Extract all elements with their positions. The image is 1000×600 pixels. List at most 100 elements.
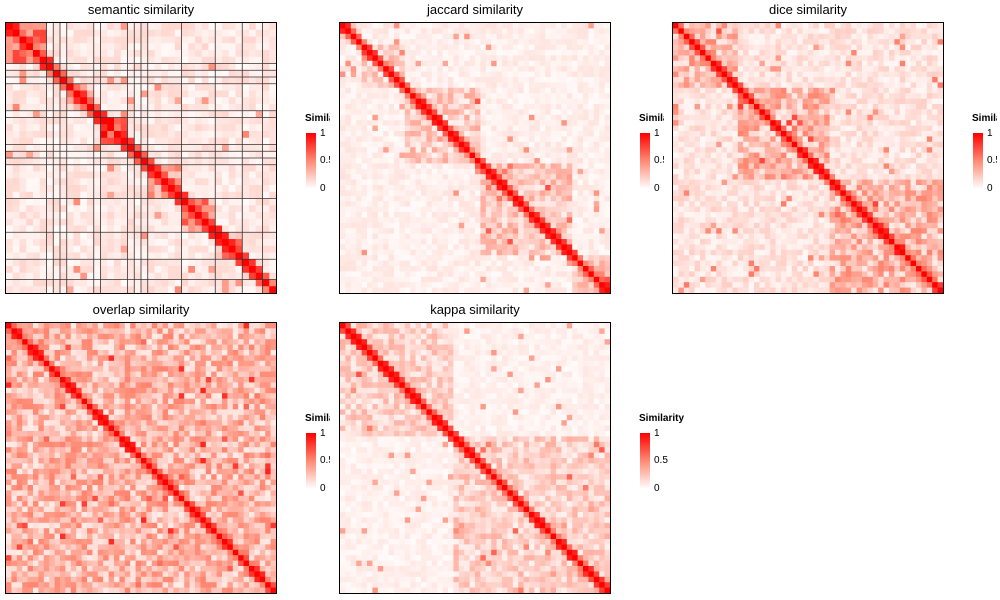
heatmap-cell bbox=[448, 87, 454, 94]
heatmap-cell bbox=[529, 82, 535, 89]
legend-color-bar bbox=[640, 133, 650, 189]
heatmap-cell bbox=[588, 125, 595, 132]
heatmap-cell bbox=[161, 144, 169, 152]
heatmap-cell bbox=[529, 282, 535, 288]
heatmap-cell bbox=[899, 77, 906, 83]
heatmap-cell bbox=[442, 228, 449, 234]
heatmap-cell bbox=[19, 56, 27, 64]
heatmap-cell bbox=[421, 222, 427, 229]
heatmap-cell bbox=[345, 158, 352, 164]
heatmap-cell bbox=[485, 249, 492, 256]
heatmap-cell bbox=[93, 29, 101, 37]
heatmap-cell bbox=[539, 282, 546, 288]
heatmap-cell bbox=[448, 163, 454, 170]
heatmap-cell bbox=[66, 232, 74, 240]
heatmap-cell bbox=[12, 212, 20, 220]
heatmap-cell bbox=[851, 98, 857, 105]
heatmap-cell bbox=[53, 56, 61, 64]
heatmap-cell bbox=[894, 66, 901, 72]
heatmap-cell bbox=[107, 239, 115, 247]
heatmap-cell bbox=[345, 152, 352, 159]
heatmap-cell bbox=[475, 60, 481, 67]
heatmap-cell bbox=[269, 90, 276, 98]
heatmap-cell bbox=[813, 28, 820, 35]
heatmap-cell bbox=[73, 90, 81, 98]
heatmap-cell bbox=[561, 141, 568, 148]
heatmap-cell bbox=[394, 233, 400, 240]
heatmap-cell bbox=[249, 29, 257, 37]
heatmap-cell bbox=[475, 23, 481, 29]
heatmap-cell bbox=[599, 136, 605, 143]
heatmap-cell bbox=[808, 60, 814, 67]
heatmap-cell bbox=[566, 244, 573, 251]
heatmap-cell bbox=[469, 206, 476, 213]
heatmap-cell bbox=[53, 272, 61, 280]
heatmap-cell bbox=[100, 205, 108, 213]
heatmap-cell bbox=[523, 158, 530, 164]
heatmap-cell bbox=[883, 55, 890, 62]
heatmap-cell bbox=[464, 120, 470, 126]
heatmap-cell bbox=[550, 239, 557, 245]
heatmap-cell bbox=[599, 60, 605, 67]
heatmap-cell bbox=[421, 71, 427, 78]
heatmap-cell bbox=[388, 228, 395, 234]
heatmap-cell bbox=[100, 212, 108, 220]
heatmap-cell bbox=[168, 56, 176, 64]
heatmap-cell bbox=[262, 36, 270, 44]
heatmap-cell bbox=[453, 136, 460, 143]
heatmap-cell bbox=[534, 60, 541, 67]
heatmap-cell bbox=[242, 272, 250, 280]
heatmap-cell bbox=[604, 163, 610, 170]
heatmap-cell bbox=[566, 50, 573, 56]
heatmap-cell bbox=[566, 206, 573, 213]
heatmap-cell bbox=[872, 87, 879, 94]
heatmap-cell bbox=[599, 28, 605, 35]
heatmap-cell bbox=[593, 179, 600, 186]
heatmap-cell bbox=[583, 87, 589, 94]
heatmap-cell bbox=[377, 266, 384, 272]
heatmap-cell bbox=[529, 287, 535, 293]
heatmap-cell bbox=[361, 276, 368, 283]
heatmap-cell bbox=[453, 249, 460, 256]
heatmap-cell bbox=[583, 282, 589, 288]
heatmap-cell bbox=[262, 178, 270, 186]
heatmap-cell bbox=[60, 83, 68, 91]
heatmap-cell bbox=[208, 171, 216, 179]
heatmap-cell bbox=[448, 66, 454, 72]
heatmap-cell bbox=[372, 93, 379, 99]
heatmap-cell bbox=[458, 276, 465, 283]
heatmap-cell bbox=[154, 225, 162, 233]
heatmap-cell bbox=[107, 218, 115, 226]
heatmap-cell bbox=[588, 87, 595, 94]
heatmap-cell bbox=[840, 98, 847, 105]
heatmap-cell bbox=[448, 179, 454, 186]
heatmap-cell bbox=[114, 36, 122, 44]
heatmap-cell bbox=[39, 158, 47, 166]
heatmap-cell bbox=[502, 77, 508, 83]
heatmap-cell bbox=[350, 136, 357, 143]
heatmap-cell bbox=[80, 70, 88, 78]
heatmap-cell bbox=[937, 93, 943, 99]
heatmap-cell bbox=[188, 50, 196, 58]
heatmap-cell bbox=[404, 228, 411, 234]
heatmap-cell bbox=[824, 44, 830, 51]
heatmap-cell bbox=[399, 125, 406, 132]
heatmap-cell bbox=[134, 245, 142, 253]
heatmap-cell bbox=[415, 71, 422, 78]
heatmap-cell bbox=[529, 98, 535, 105]
heatmap-cell bbox=[678, 33, 685, 40]
heatmap-cell bbox=[415, 260, 422, 267]
heatmap-cell bbox=[201, 272, 209, 280]
heatmap-cell bbox=[599, 163, 605, 170]
heatmap-cell bbox=[453, 28, 460, 35]
heatmap-cell bbox=[448, 50, 454, 56]
heatmap-cell bbox=[262, 83, 270, 91]
heatmap-cell bbox=[100, 56, 108, 64]
heatmap-cell bbox=[448, 174, 454, 180]
heatmap-cell bbox=[100, 70, 108, 78]
heatmap-cell bbox=[114, 232, 122, 240]
heatmap-cell bbox=[921, 104, 928, 110]
heatmap-cell bbox=[775, 33, 782, 40]
heatmap-cell bbox=[496, 271, 503, 278]
heatmap-cell bbox=[550, 55, 557, 62]
